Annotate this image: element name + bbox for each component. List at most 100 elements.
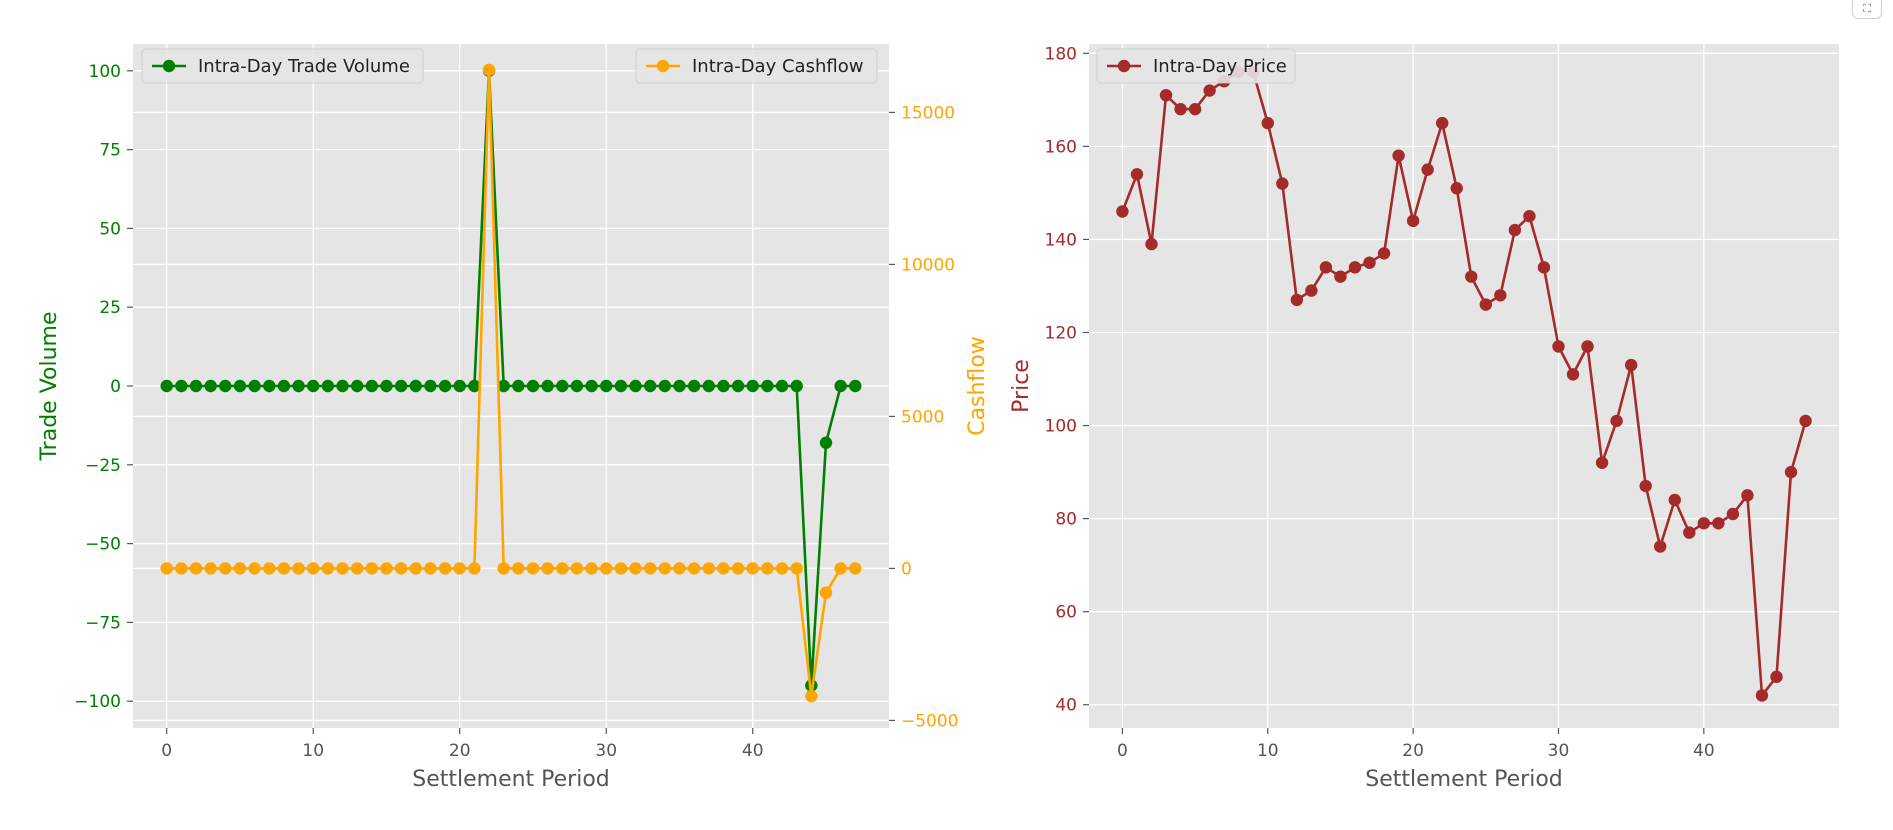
data-point-price	[1159, 88, 1173, 102]
y-axis-cashflow-ticks: −5000 0 5000 10000 15000	[889, 103, 959, 731]
data-point-cashflow	[541, 562, 554, 575]
data-point-price	[1479, 298, 1493, 311]
data-point-cashflow	[175, 562, 188, 575]
data-point-volume	[277, 379, 291, 393]
data-point-price	[1363, 256, 1376, 269]
data-point-price	[1130, 168, 1144, 181]
y2-tick-label: 15000	[901, 103, 955, 123]
data-point-cashflow	[160, 562, 173, 575]
y-tick-label: 180	[1045, 44, 1077, 64]
data-point-price	[1683, 526, 1696, 539]
data-point-volume	[746, 379, 759, 393]
data-point-volume	[643, 379, 657, 393]
y-tick-label: 80	[1055, 510, 1077, 530]
data-point-volume	[526, 379, 540, 393]
legend-box	[1096, 48, 1296, 84]
data-point-volume	[438, 379, 452, 393]
y-tick-label: 0	[110, 377, 121, 397]
data-point-cashflow	[321, 562, 335, 575]
data-point-cashflow	[790, 562, 803, 575]
data-point-price	[1334, 270, 1347, 283]
data-point-price	[1290, 293, 1304, 307]
x-tick-label: 40	[1693, 741, 1715, 761]
data-point-cashflow	[438, 562, 452, 575]
y-tick-label: 160	[1045, 137, 1077, 157]
data-point-volume	[248, 379, 261, 393]
data-point-cashflow	[497, 562, 510, 575]
x-tick-label: 20	[449, 741, 471, 761]
y-tick-label: 100	[1045, 417, 1077, 437]
expand-button[interactable]: ⛶	[1852, 0, 1882, 19]
legend-label-cashflow: Intra-Day Cashflow	[692, 56, 863, 77]
y2-tick-label: −5000	[901, 711, 959, 731]
y-tick-label: 40	[1055, 696, 1077, 716]
data-point-volume	[233, 379, 247, 393]
data-point-cashflow	[189, 562, 203, 575]
data-point-cashflow	[263, 562, 276, 575]
data-point-cashflow	[643, 562, 657, 575]
data-point-volume	[702, 379, 715, 393]
data-point-price	[1116, 205, 1129, 218]
data-point-cashflow	[849, 562, 862, 575]
data-point-volume	[263, 379, 276, 393]
y-tick-label: −75	[85, 613, 121, 633]
data-point-volume	[819, 436, 833, 449]
chart-price: 40 60 80 100 120 140 160 180 0 10 20 30 40 Settleme…	[1009, 44, 1839, 792]
data-point-volume	[556, 379, 569, 393]
data-point-cashflow	[629, 562, 642, 575]
data-point-price	[1610, 414, 1623, 428]
data-point-volume	[585, 379, 598, 393]
y2-axis-title: Cashflow	[965, 336, 990, 436]
data-point-price	[1726, 507, 1740, 521]
data-point-price	[1654, 540, 1667, 553]
data-point-cashflow	[600, 562, 613, 575]
data-point-volume	[629, 379, 642, 393]
legend-marker	[656, 59, 670, 73]
data-point-volume	[468, 379, 481, 393]
data-point-cashflow	[409, 562, 422, 575]
data-point-volume	[350, 379, 364, 393]
y-tick-label: 60	[1055, 603, 1077, 623]
data-point-volume	[321, 379, 335, 393]
data-point-cashflow	[761, 562, 774, 575]
data-point-volume	[336, 379, 349, 393]
data-point-cashflow	[453, 562, 466, 575]
y-tick-label: 75	[99, 141, 121, 161]
legend-price: Intra-Day Price	[1096, 48, 1296, 84]
data-point-price	[1435, 116, 1449, 130]
x-axis-title: Settlement Period	[412, 767, 610, 792]
data-point-volume	[453, 379, 466, 393]
data-point-price	[1552, 340, 1565, 353]
data-point-price	[1145, 237, 1158, 251]
data-point-price	[1174, 102, 1187, 116]
data-point-volume	[380, 379, 393, 393]
legend-label-price: Intra-Day Price	[1153, 56, 1287, 77]
data-point-volume	[424, 379, 437, 393]
data-point-price	[1508, 223, 1522, 237]
data-point-volume	[365, 379, 379, 393]
data-point-cashflow	[204, 562, 217, 575]
series-group	[160, 63, 862, 703]
data-point-volume	[658, 379, 672, 393]
data-point-cashflow	[746, 562, 759, 575]
x-axis-ticks: 0 10 20 30 40	[161, 728, 764, 761]
data-point-price	[1377, 247, 1391, 260]
data-point-cashflow	[570, 562, 584, 575]
y-tick-label: −50	[85, 535, 121, 555]
data-point-volume	[394, 379, 408, 393]
data-point-volume	[512, 379, 525, 393]
x-tick-label: 10	[1257, 741, 1279, 761]
y-axis-title: Trade Volume	[37, 311, 62, 461]
legend-box	[635, 48, 878, 84]
data-point-cashflow	[731, 562, 745, 575]
data-point-volume	[292, 379, 305, 393]
expand-icon: ⛶	[1863, 2, 1871, 15]
data-point-cashflow	[526, 562, 540, 575]
x-axis-ticks: 0 10 20 30 40	[1117, 728, 1715, 761]
x-axis-title: Settlement Period	[1365, 767, 1563, 792]
data-point-price	[1203, 84, 1216, 97]
data-point-price	[1712, 517, 1725, 530]
data-point-cashflow	[819, 586, 833, 599]
data-point-price	[1406, 214, 1420, 228]
y2-tick-label: 10000	[901, 255, 955, 275]
